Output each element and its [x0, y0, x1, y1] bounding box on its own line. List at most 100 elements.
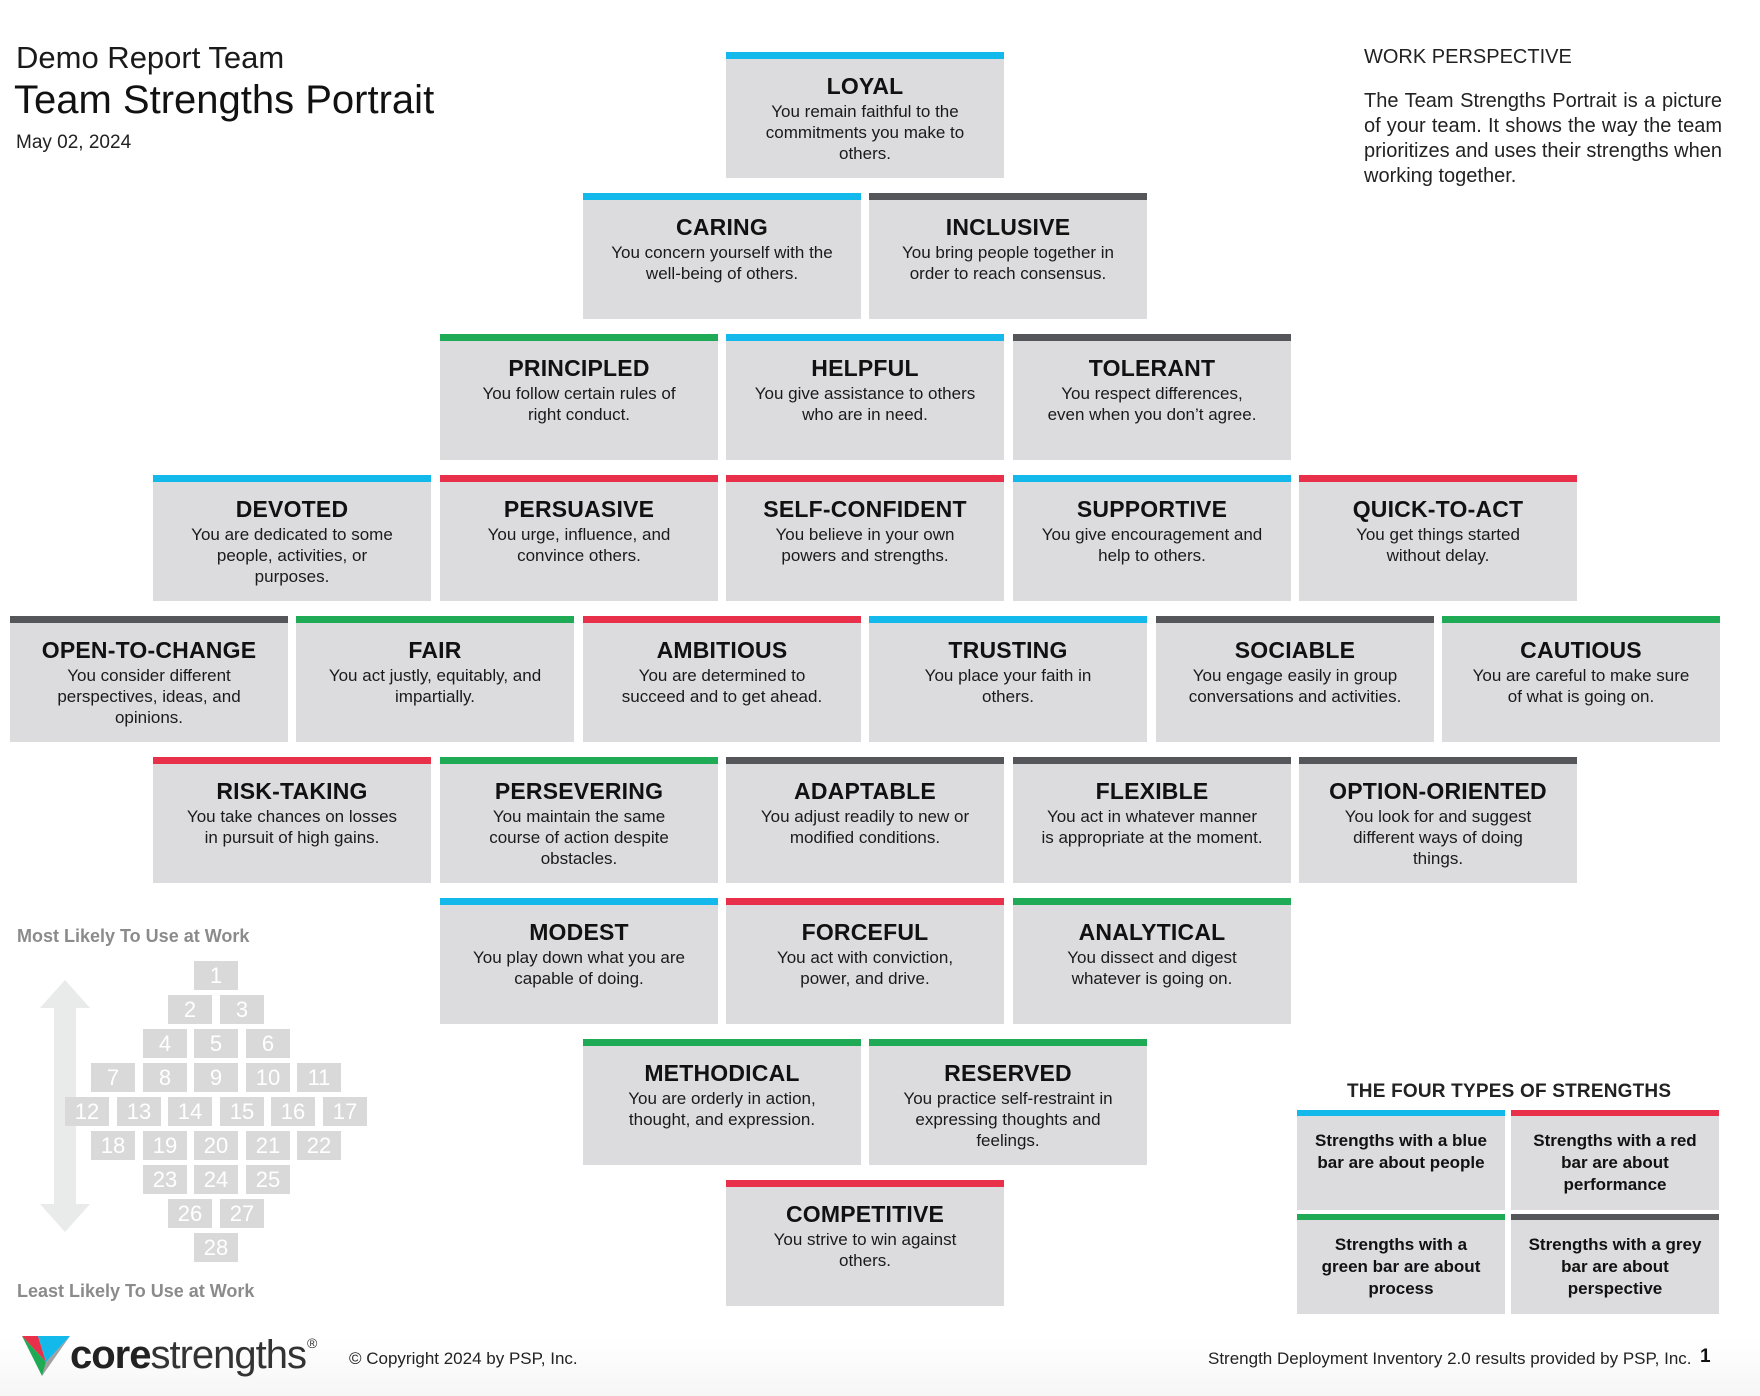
report-date: May 02, 2024	[16, 132, 132, 153]
rank-cell: 4	[143, 1029, 187, 1058]
rank-cell: 8	[143, 1063, 187, 1092]
strength-name: TRUSTING	[948, 637, 1068, 663]
corestrengths-logo: core strengths ®	[22, 1331, 317, 1379]
four-types-heading: THE FOUR TYPES OF STRENGTHS	[1347, 1081, 1672, 1102]
strength-description: You respect differences, even when you d…	[1047, 384, 1257, 424]
strength-tile-analytical: ANALYTICAL You dissect and digest whateve…	[1013, 898, 1291, 1024]
strength-name: COMPETITIVE	[785, 1201, 945, 1227]
strength-name: FORCEFUL	[801, 919, 929, 945]
strength-name: ADAPTABLE	[794, 778, 936, 804]
strength-name: PRINCIPLED	[508, 355, 650, 381]
strength-name: LOYAL	[826, 73, 904, 99]
strength-name: MODEST	[529, 919, 629, 945]
least-likely-label: Least Likely To Use at Work	[17, 1281, 255, 1301]
strength-name: FAIR	[408, 637, 462, 663]
team-name: Demo Report Team	[16, 40, 285, 75]
rank-cell: 15	[220, 1097, 264, 1126]
strength-description: You are careful to make sure of what is …	[1472, 666, 1690, 706]
strength-description: You urge, influence, and convince others…	[487, 525, 671, 565]
rank-cell: 20	[194, 1131, 238, 1160]
strength-tile-persevering: PERSEVERING You maintain the same course …	[440, 757, 718, 883]
work-perspective-text: The Team Strengths Portrait is a picture…	[1364, 90, 1722, 187]
rank-cell: 19	[143, 1131, 187, 1160]
rank-cell: 14	[168, 1097, 212, 1126]
strength-tile-ambitious: AMBITIOUS You are determined to succeed a…	[583, 616, 861, 742]
type-box-perspective: Strengths with a grey bar are about pers…	[1511, 1214, 1719, 1314]
rank-cell: 10	[246, 1063, 290, 1092]
strength-tile-loyal: LOYAL You remain faithful to the commitme…	[726, 52, 1004, 178]
strength-tile-reserved: RESERVED You practice self-restraint in e…	[869, 1039, 1147, 1165]
rank-cell: 5	[194, 1029, 238, 1058]
strength-name: SOCIABLE	[1234, 637, 1356, 663]
strength-name: RISK-TAKING	[216, 778, 368, 804]
strength-tile-devoted: DEVOTED You are dedicated to some people,…	[153, 475, 431, 601]
logo-registered-mark: ®	[307, 1335, 318, 1351]
strength-tile-cautious: CAUTIOUS You are careful to make sure of …	[1442, 616, 1720, 742]
strength-description: You are dedicated to some people, activi…	[191, 525, 393, 586]
logo-mark-icon	[22, 1336, 70, 1376]
strength-description: You get things started without delay.	[1356, 525, 1520, 565]
strength-description: You concern yourself with the well-being…	[611, 243, 833, 283]
strength-tile-flexible: FLEXIBLE You act in whatever manner is ap…	[1013, 757, 1291, 883]
strength-description: You engage easily in group conversations…	[1188, 666, 1402, 706]
type-box-process: Strengths with a green bar are about pro…	[1297, 1214, 1505, 1314]
strength-name: PERSUASIVE	[503, 496, 655, 522]
rank-cell: 23	[143, 1165, 187, 1194]
strength-tile-principled: PRINCIPLED You follow certain rules of ri…	[440, 334, 718, 460]
strength-description: You act in whatever manner is appropriat…	[1041, 807, 1263, 847]
rank-cell: 16	[271, 1097, 315, 1126]
type-box-performance: Strengths with a red bar are about perfo…	[1511, 1110, 1719, 1210]
rank-cell: 28	[194, 1233, 238, 1262]
strength-tile-modest: MODEST You play down what you are capable…	[440, 898, 718, 1024]
strength-description: You act with conviction, power, and driv…	[776, 948, 954, 988]
strength-tile-tolerant: TOLERANT You respect differences, even wh…	[1013, 334, 1291, 460]
strength-name: ANALYTICAL	[1078, 919, 1226, 945]
strength-name: OPTION-ORIENTED	[1329, 778, 1547, 804]
strength-name: CAUTIOUS	[1520, 637, 1642, 663]
rank-cell: 12	[65, 1097, 109, 1126]
strength-description: You adjust readily to new or modified co…	[760, 807, 970, 847]
work-perspective-heading: WORK PERSPECTIVE	[1364, 46, 1572, 68]
strength-tile-competitive: COMPETITIVE You strive to win against oth…	[726, 1180, 1004, 1306]
strength-name: HELPFUL	[811, 355, 919, 381]
strength-tile-caring: CARING You concern yourself with the well…	[583, 193, 861, 319]
strength-description: You maintain the same course of action d…	[489, 807, 669, 868]
strength-description: You take chances on losses in pursuit of…	[186, 807, 398, 847]
strength-tile-fair: FAIR You act justly, equitably, and impar…	[296, 616, 574, 742]
rank-cell: 1	[194, 961, 238, 990]
strength-tile-supportive: SUPPORTIVE You give encouragement and hel…	[1013, 475, 1291, 601]
strength-tile-methodical: METHODICAL You are orderly in action, tho…	[583, 1039, 861, 1165]
rank-cell: 27	[220, 1199, 264, 1228]
logo-text-core: core	[70, 1332, 151, 1377]
strength-description: You strive to win against others.	[773, 1230, 957, 1270]
strength-description: You practice self-restraint in expressin…	[903, 1089, 1113, 1150]
strength-description: You follow certain rules of right conduc…	[482, 384, 676, 424]
strength-name: QUICK-TO-ACT	[1352, 496, 1524, 522]
rank-cell: 18	[91, 1131, 135, 1160]
strength-tile-sociable: SOCIABLE You engage easily in group conve…	[1156, 616, 1434, 742]
strength-name: SELF-CONFIDENT	[763, 496, 967, 522]
strength-name: CARING	[676, 214, 768, 240]
strength-tile-quick-to-act: QUICK-TO-ACT You get things started witho…	[1299, 475, 1577, 601]
rank-cell: 22	[297, 1131, 341, 1160]
strength-name: DEVOTED	[235, 496, 349, 522]
strength-name: PERSEVERING	[494, 778, 664, 804]
logo-text-strengths: strengths	[150, 1332, 308, 1377]
provider-credit: Strength Deployment Inventory 2.0 result…	[1208, 1349, 1692, 1368]
page-title: Team Strengths Portrait	[14, 78, 435, 122]
strength-description: You are determined to succeed and to get…	[621, 666, 823, 706]
strength-tile-open-to-change: OPEN-TO-CHANGE You consider different per…	[10, 616, 288, 742]
strength-name: SUPPORTIVE	[1076, 496, 1228, 522]
rank-cell: 11	[297, 1063, 341, 1092]
rank-cell: 17	[323, 1097, 367, 1126]
strength-tile-forceful: FORCEFUL You act with conviction, power, …	[726, 898, 1004, 1024]
rank-cell: 25	[246, 1165, 290, 1194]
footer	[0, 1338, 1760, 1396]
strength-description: You look for and suggest different ways …	[1344, 807, 1532, 868]
copyright: © Copyright 2024 by PSP, Inc.	[349, 1349, 578, 1368]
rank-cell: 9	[194, 1063, 238, 1092]
strength-tile-persuasive: PERSUASIVE You urge, influence, and convi…	[440, 475, 718, 601]
strength-name: METHODICAL	[644, 1060, 800, 1086]
rank-cell: 26	[168, 1199, 212, 1228]
strength-description: You give assistance to others who are in…	[754, 384, 976, 424]
